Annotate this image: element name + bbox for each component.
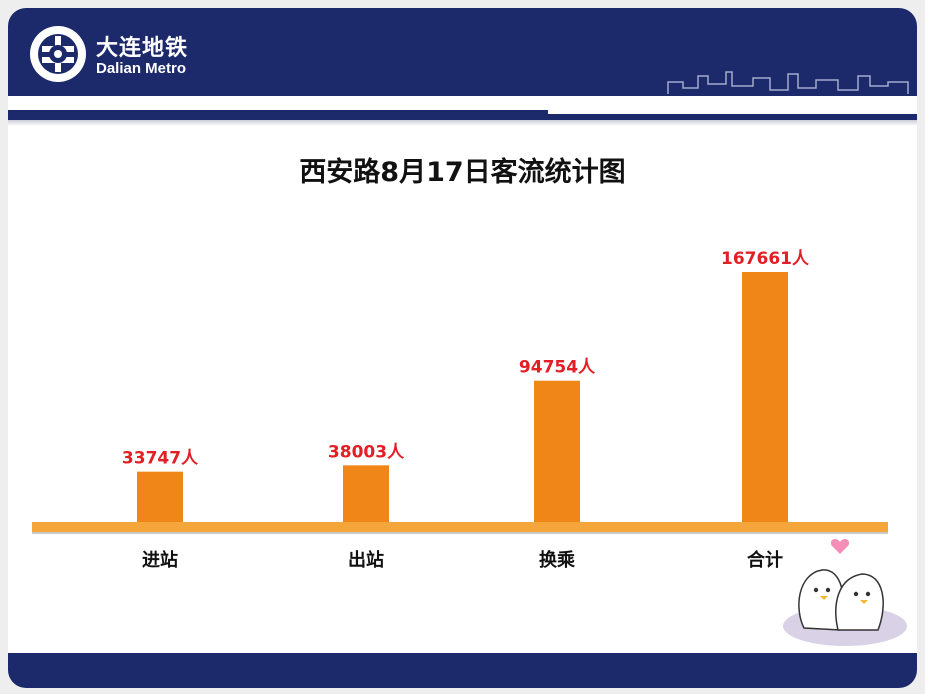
x-category-label: 换乘 (539, 549, 575, 571)
x-category-label: 出站 (348, 549, 384, 571)
header-stripe (8, 96, 917, 110)
chart-bar (742, 272, 788, 522)
bar-value-label: 33747人 (122, 449, 199, 469)
bar-value-label: 94754人 (519, 358, 596, 378)
header-banner: 大连地铁 Dalian Metro (8, 8, 917, 120)
x-category-label: 进站 (142, 549, 178, 571)
chart-bar (534, 380, 580, 522)
x-axis-baseline (32, 522, 888, 532)
x-category-label: 合计 (747, 549, 783, 571)
penguin-couple-icon (783, 539, 907, 646)
brand-name-en: Dalian Metro (96, 60, 187, 77)
chart-title: 西安路8月17日客流统计图 (299, 157, 626, 188)
chart-bar (137, 471, 183, 522)
header-shadow (8, 120, 917, 126)
brand-name-cn: 大连地铁 (96, 36, 189, 61)
footer-bar (8, 653, 917, 688)
metro-logo-icon (30, 26, 86, 82)
brand-logo: 大连地铁 Dalian Metro (28, 24, 228, 88)
bar-value-label: 38003人 (328, 442, 405, 462)
chart-bar (343, 465, 389, 522)
bar-value-label: 167661人 (721, 249, 810, 269)
x-axis-shadow (32, 532, 888, 534)
